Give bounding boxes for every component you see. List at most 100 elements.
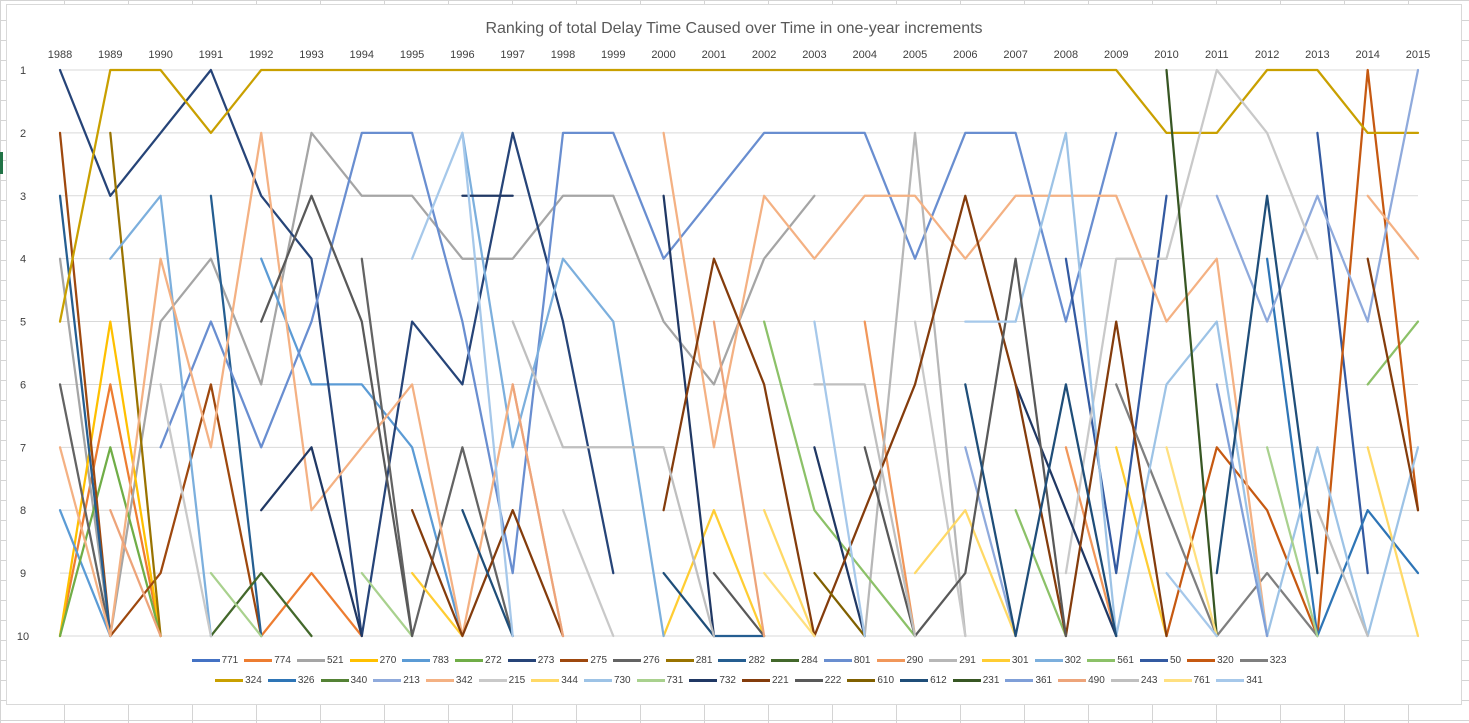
legend-item-272[interactable]: 272 xyxy=(455,653,502,667)
series-line-290[interactable] xyxy=(863,320,1118,638)
legend-swatch xyxy=(349,658,378,662)
series-line-490[interactable] xyxy=(109,320,766,638)
legend-item-275[interactable]: 275 xyxy=(560,653,607,667)
legend-item-324[interactable]: 324 xyxy=(215,673,262,687)
legend-item-213[interactable]: 213 xyxy=(373,673,420,687)
legend-item-281[interactable]: 281 xyxy=(665,653,712,667)
legend-label: 320 xyxy=(1217,654,1234,666)
series-line-801[interactable] xyxy=(159,131,1118,575)
legend-swatch xyxy=(665,658,694,662)
series-line-761[interactable] xyxy=(762,446,1218,638)
legend-label: 771 xyxy=(221,654,239,666)
legend-item-341[interactable]: 341 xyxy=(1216,673,1263,687)
series-line-272[interactable] xyxy=(58,446,162,638)
legend-item-774[interactable]: 774 xyxy=(244,653,291,667)
legend-item-231[interactable]: 231 xyxy=(952,673,999,687)
legend-item-783[interactable]: 783 xyxy=(402,653,449,667)
legend-swatch xyxy=(560,658,589,662)
legend-item-221[interactable]: 221 xyxy=(742,673,789,687)
legend-swatch xyxy=(613,658,642,662)
legend-item-290[interactable]: 290 xyxy=(876,653,923,667)
legend-item-342[interactable]: 342 xyxy=(425,673,473,687)
series-line-281[interactable] xyxy=(109,131,162,638)
legend-label: 342 xyxy=(455,674,473,686)
legend-item-344[interactable]: 344 xyxy=(531,673,578,687)
legend-item-326[interactable]: 326 xyxy=(267,673,315,687)
x-tick-label: 1996 xyxy=(450,49,474,61)
legend-swatch xyxy=(1110,678,1139,682)
legend-item-731[interactable]: 731 xyxy=(636,673,683,687)
series-line-276[interactable] xyxy=(58,257,514,638)
series-line-610[interactable] xyxy=(813,571,866,638)
series-line-612[interactable] xyxy=(461,194,1319,638)
series-line-324[interactable] xyxy=(58,68,1420,323)
legend-item-320[interactable]: 320 xyxy=(1187,653,1234,667)
series-line-284[interactable] xyxy=(209,571,313,638)
series-line-243[interactable] xyxy=(511,320,1369,638)
series-line-215[interactable] xyxy=(159,68,1319,638)
series-line-270[interactable] xyxy=(58,320,162,638)
series-line-361[interactable] xyxy=(1215,383,1269,638)
line-chart: Ranking of total Delay Time Caused over … xyxy=(17,20,1430,643)
series-line-282[interactable] xyxy=(58,194,766,638)
legend-item-273[interactable]: 273 xyxy=(507,653,555,667)
chart-area[interactable]: Ranking of total Delay Time Caused over … xyxy=(6,4,1462,705)
legend-item-361[interactable]: 361 xyxy=(1005,673,1052,687)
legend-item-610[interactable]: 610 xyxy=(847,673,894,687)
legend-label: 272 xyxy=(485,654,502,666)
legend-item-222[interactable]: 222 xyxy=(794,673,841,687)
legend-item-276[interactable]: 276 xyxy=(613,653,660,667)
legend-swatch xyxy=(455,658,483,662)
legend-swatch xyxy=(929,658,958,662)
legend-item-50[interactable]: 50 xyxy=(1139,653,1181,667)
series-line-320[interactable] xyxy=(1165,68,1420,638)
legend-item-730[interactable]: 730 xyxy=(583,673,631,687)
legend-item-270[interactable]: 270 xyxy=(349,653,397,667)
chart-title: Ranking of total Delay Time Caused over … xyxy=(485,20,982,37)
legend-item-284[interactable]: 284 xyxy=(771,653,818,667)
series-line-302[interactable] xyxy=(109,131,665,638)
series-line-732[interactable] xyxy=(260,194,1118,638)
legend-swatch xyxy=(952,678,981,682)
legend-item-732[interactable]: 732 xyxy=(689,673,736,687)
legend-swatch xyxy=(742,678,770,682)
legend-item-301[interactable]: 301 xyxy=(981,653,1029,667)
x-tick-label: 2002 xyxy=(752,49,776,61)
legend-label: 215 xyxy=(508,674,526,686)
legend-label: 273 xyxy=(537,654,555,666)
legend-label: 323 xyxy=(1269,654,1287,666)
series-line-731[interactable] xyxy=(209,446,1319,638)
legend-label: 270 xyxy=(379,654,397,666)
legend-swatch xyxy=(320,678,349,682)
series-line-273[interactable] xyxy=(58,68,615,638)
legend-item-323[interactable]: 323 xyxy=(1239,653,1287,667)
legend-swatch xyxy=(215,678,244,682)
legend-item-490[interactable]: 490 xyxy=(1058,673,1105,687)
legend-item-561[interactable]: 561 xyxy=(1087,653,1134,667)
x-tick-label: 1994 xyxy=(350,49,374,61)
x-tick-label: 2000 xyxy=(651,49,675,61)
legend-item-612[interactable]: 612 xyxy=(900,673,947,687)
series-line-341[interactable] xyxy=(410,131,1218,638)
legend-item-801[interactable]: 801 xyxy=(823,653,871,667)
series-line-275[interactable] xyxy=(58,131,263,638)
legend-item-340[interactable]: 340 xyxy=(320,673,367,687)
x-tick-label: 2012 xyxy=(1255,49,1279,61)
legend-item-521[interactable]: 521 xyxy=(296,653,344,667)
series-line-231[interactable] xyxy=(1165,68,1218,638)
legend-item-243[interactable]: 243 xyxy=(1110,673,1158,687)
legend-item-215[interactable]: 215 xyxy=(478,673,526,687)
y-tick-label: 7 xyxy=(20,442,26,454)
legend-item-282[interactable]: 282 xyxy=(718,653,765,667)
x-tick-label: 1992 xyxy=(249,49,273,61)
series-line-213[interactable] xyxy=(964,68,1420,638)
x-tick-label: 2001 xyxy=(702,49,726,61)
series-line-783[interactable] xyxy=(58,257,464,638)
series-line-730[interactable] xyxy=(1014,131,1420,638)
legend-item-761[interactable]: 761 xyxy=(1163,673,1210,687)
legend-item-771[interactable]: 771 xyxy=(191,653,239,667)
legend-label: 324 xyxy=(245,674,262,686)
y-tick-label: 5 xyxy=(20,317,26,329)
legend-item-291[interactable]: 291 xyxy=(929,653,976,667)
legend-item-302[interactable]: 302 xyxy=(1034,653,1081,667)
